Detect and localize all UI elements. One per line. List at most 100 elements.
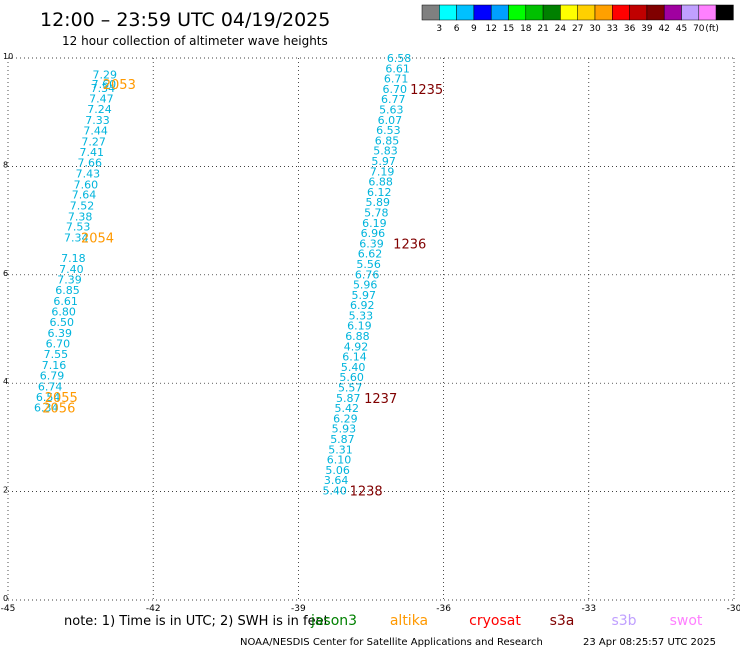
colorbar-label: 24 [555, 24, 567, 34]
wave-height-point: 7.64 [72, 189, 97, 202]
wave-height-point: 7.16 [42, 359, 67, 372]
wave-height-point: 6.61 [53, 295, 78, 308]
wave-height-point: 7.55 [44, 348, 69, 361]
satellite-legend-item: swot [670, 613, 703, 629]
wave-height-point: 4.92 [344, 340, 369, 353]
wave-height-point: 6.85 [55, 284, 80, 297]
wave-height-point: 7.41 [79, 146, 104, 159]
data-point-layer: 7.297.607.347.477.247.337.447.277.417.66… [34, 52, 411, 498]
wave-height-point: 7.53 [66, 221, 91, 234]
satellite-legend-item: jason3 [310, 613, 357, 629]
pass-time-label: 1235 [410, 83, 443, 98]
wave-height-point: 6.76 [355, 268, 380, 281]
wave-height-point: 7.18 [61, 252, 86, 265]
wave-height-point: 6.50 [49, 316, 74, 329]
colorbar-label: 42 [658, 24, 669, 34]
y-tick-label: 0 [3, 594, 8, 603]
pass-time-label: 1237 [364, 392, 397, 407]
colorbar-label: 9 [471, 24, 477, 34]
colorbar-swatch [525, 4, 544, 21]
satellite-legend-item: cryosat [469, 613, 521, 629]
colorbar-label: 3 [436, 24, 442, 34]
wave-height-point: 7.44 [83, 125, 108, 138]
wave-height-point: 6.85 [375, 134, 400, 147]
wave-height-point: 6.88 [368, 176, 393, 189]
chart-grid [7, 57, 735, 601]
wave-height-point: 7.38 [68, 210, 93, 223]
y-tick-label: 8 [3, 160, 8, 169]
wave-height-point: 7.33 [85, 114, 110, 127]
colorbar-label: 12 [485, 24, 496, 34]
colorbar-label: 36 [624, 24, 636, 34]
wave-height-point: 7.47 [89, 93, 114, 106]
colorbar-label: 15 [503, 24, 514, 34]
wave-height-point: 6.79 [40, 370, 65, 383]
wave-height-point: 5.42 [335, 402, 360, 415]
colorbar-swatch [421, 4, 440, 21]
wave-height-point: 6.88 [345, 330, 370, 343]
colorbar-swatch [439, 4, 457, 21]
wave-height-point: 5.63 [379, 103, 404, 116]
x-tick-label: -33 [581, 604, 596, 614]
wave-height-point: 3.64 [324, 474, 349, 487]
satellite-legend-item: s3a [550, 613, 575, 629]
wave-height-point: 5.60 [339, 371, 364, 384]
x-tick-label: -30 [727, 604, 740, 614]
colorbar-label: 27 [572, 24, 583, 34]
colorbar-swatch [629, 4, 648, 21]
wave-height-point: 6.58 [387, 52, 412, 65]
colorbar-swatch [594, 4, 613, 21]
wave-height-point: 6.29 [333, 412, 358, 425]
colorbar-label: 18 [520, 24, 532, 34]
wave-height-point: 6.71 [384, 73, 409, 86]
colorbar-swatch [612, 4, 630, 21]
colorbar-swatch [577, 4, 596, 21]
y-tick-label: 10 [3, 52, 13, 61]
wave-height-point: 7.24 [87, 103, 112, 116]
wave-height-point: 7.34 [64, 231, 89, 244]
x-tick-label: -36 [436, 604, 451, 614]
colorbar-swatch [698, 4, 717, 21]
wave-height-point: 7.40 [59, 263, 84, 276]
colorbar-swatch [456, 4, 475, 21]
colorbar-swatch [473, 4, 492, 21]
pass-time-label: 1236 [393, 237, 426, 252]
colorbar-label: 39 [641, 24, 653, 34]
wave-height-point: 6.19 [362, 217, 387, 230]
footer-credit: NOAA/NESDIS Center for Satellite Applica… [240, 637, 543, 648]
wave-height-point: 6.96 [361, 227, 386, 240]
colorbar-swatch [663, 4, 682, 21]
wave-height-point: 6.80 [51, 306, 76, 319]
colorbar-label: 70 [693, 24, 705, 34]
colorbar-swatch [560, 4, 578, 21]
wave-height-point: 7.43 [76, 167, 101, 180]
x-tick-label: -42 [146, 604, 161, 614]
wave-height-point: 6.14 [342, 351, 367, 364]
wave-height-point: 7.66 [78, 157, 103, 170]
colorbar-label: 45 [676, 24, 687, 34]
wave-height-point: 5.89 [366, 196, 391, 209]
wave-height-point: 7.19 [370, 165, 395, 178]
wave-height-point: 6.07 [378, 114, 403, 127]
wave-height-point: 6.77 [381, 93, 406, 106]
chart-subtitle: 12 hour collection of altimeter wave hei… [62, 34, 328, 48]
wave-height-point: 6.70 [382, 83, 407, 96]
wave-height-point: 6.92 [350, 299, 375, 312]
colorbar-label: 33 [607, 24, 618, 34]
wave-height-point: 6.53 [376, 124, 401, 137]
x-tick-label: -45 [1, 604, 16, 614]
wave-height-point: 6.19 [347, 320, 372, 333]
colorbar-swatch [542, 4, 561, 21]
x-axis-ticks: -45 -42 -39 -36 -33 -30 [1, 604, 740, 614]
wave-height-point: 7.29 [93, 68, 118, 81]
wave-height-point: 6.54 [36, 391, 61, 404]
colorbar-swatch [490, 4, 509, 21]
wave-height-point: 6.12 [367, 186, 392, 199]
wave-height-point: 5.97 [371, 155, 396, 168]
wave-height-point: 5.78 [364, 206, 389, 219]
wave-height-point: 5.33 [349, 309, 374, 322]
y-tick-label: 6 [3, 269, 8, 278]
wave-height-point: 6.39 [359, 237, 384, 250]
